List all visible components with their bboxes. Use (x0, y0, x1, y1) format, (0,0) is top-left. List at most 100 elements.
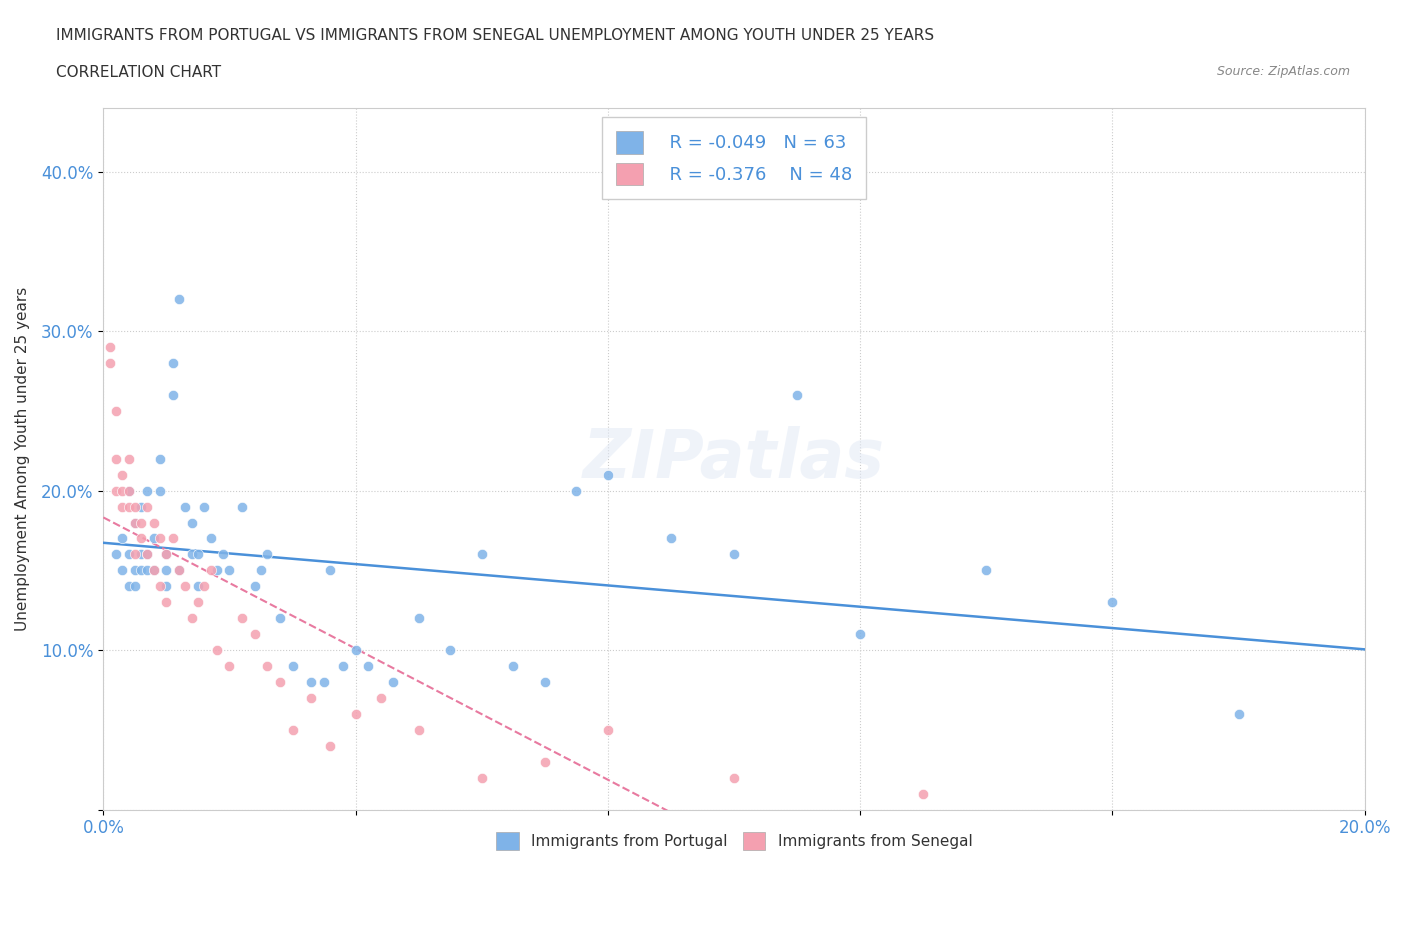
Point (129, 531, 152, 546)
Point (117, 578, 139, 593)
Point (162, 355, 184, 370)
Point (193, 578, 215, 593)
Point (129, 547, 152, 562)
Point (124, 515, 146, 530)
Point (319, 563, 342, 578)
Point (167, 563, 190, 578)
Point (1101, 595, 1123, 610)
Point (167, 292, 190, 307)
Point (142, 563, 165, 578)
Point (142, 515, 165, 530)
Point (155, 595, 177, 610)
Point (136, 547, 159, 562)
Point (129, 499, 152, 514)
Point (98, 339, 121, 354)
Point (136, 547, 159, 562)
Y-axis label: Unemployment Among Youth under 25 years: Unemployment Among Youth under 25 years (15, 286, 30, 631)
Point (243, 627, 266, 642)
Point (162, 388, 184, 403)
Point (471, 770, 494, 785)
Point (281, 723, 304, 737)
Point (281, 658, 304, 673)
Point (98, 355, 121, 370)
Point (849, 627, 872, 642)
Point (124, 563, 146, 578)
Point (723, 770, 745, 785)
Legend: Immigrants from Portugal, Immigrants from Senegal: Immigrants from Portugal, Immigrants fro… (488, 824, 980, 858)
Point (269, 674, 291, 689)
Point (382, 674, 405, 689)
Point (723, 547, 745, 562)
Point (136, 563, 159, 578)
Point (180, 515, 202, 530)
Point (370, 690, 392, 705)
Point (269, 611, 291, 626)
Point (174, 499, 197, 514)
Text: ZIPatlas: ZIPatlas (583, 426, 884, 492)
Point (205, 563, 228, 578)
Point (187, 595, 209, 610)
Point (155, 547, 177, 562)
Point (502, 658, 524, 673)
Point (534, 674, 557, 689)
Point (357, 658, 380, 673)
Point (408, 611, 430, 626)
Point (193, 499, 215, 514)
Point (167, 563, 190, 578)
Point (408, 723, 430, 737)
Point (301, 674, 323, 689)
Point (212, 547, 235, 562)
Point (256, 547, 278, 562)
Point (149, 451, 172, 466)
Point (117, 547, 139, 562)
Point (187, 578, 209, 593)
Point (200, 531, 222, 546)
Point (256, 658, 278, 673)
Point (976, 563, 998, 578)
Point (344, 643, 367, 658)
Point (231, 499, 253, 514)
Point (124, 499, 146, 514)
Point (218, 658, 240, 673)
Point (149, 484, 172, 498)
Point (117, 451, 139, 466)
Point (111, 563, 134, 578)
Point (250, 563, 273, 578)
Point (142, 531, 165, 546)
Point (124, 578, 146, 593)
Point (174, 578, 197, 593)
Point (104, 404, 127, 418)
Point (149, 531, 172, 546)
Point (205, 643, 228, 658)
Point (104, 484, 127, 498)
Point (1227, 707, 1250, 722)
Point (111, 484, 134, 498)
Point (596, 723, 619, 737)
Point (111, 467, 134, 482)
Point (439, 643, 461, 658)
Point (344, 707, 367, 722)
Point (117, 484, 139, 498)
Text: IMMIGRANTS FROM PORTUGAL VS IMMIGRANTS FROM SENEGAL UNEMPLOYMENT AMONG YOUTH UND: IMMIGRANTS FROM PORTUGAL VS IMMIGRANTS F… (56, 28, 935, 43)
Point (243, 578, 266, 593)
Point (111, 499, 134, 514)
Point (142, 563, 165, 578)
Point (155, 578, 177, 593)
Point (129, 563, 152, 578)
Point (149, 578, 172, 593)
Point (312, 674, 335, 689)
Point (136, 484, 159, 498)
Point (136, 499, 159, 514)
Point (565, 484, 588, 498)
Point (117, 499, 139, 514)
Point (659, 531, 682, 546)
Point (111, 531, 134, 546)
Point (124, 515, 146, 530)
Point (104, 451, 127, 466)
Point (534, 754, 557, 769)
Point (117, 484, 139, 498)
Point (596, 467, 619, 482)
Point (155, 563, 177, 578)
Point (155, 547, 177, 562)
Point (332, 658, 354, 673)
